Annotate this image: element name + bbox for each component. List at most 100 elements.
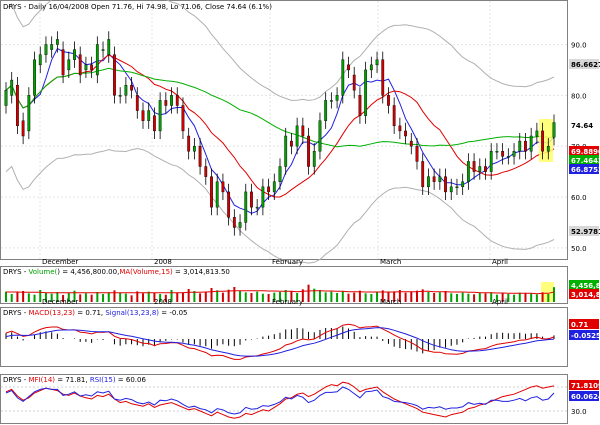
last-volume-highlight xyxy=(541,282,554,302)
candle-body xyxy=(55,39,59,45)
candle-body xyxy=(73,49,76,60)
volume-x-label: 2008 xyxy=(154,298,172,306)
candle-body xyxy=(341,59,345,96)
candle-body xyxy=(387,95,390,106)
volume-panel-title: DRYS - Volume() = 4,456,800.00,MA(Volume… xyxy=(3,268,230,276)
mfi-rsi-panel-title: DRYS - MFI(14) = 71.81, RSI(15) = 60.06 xyxy=(3,376,146,384)
candle-body xyxy=(210,176,213,208)
candle-body xyxy=(438,176,442,182)
candle-body xyxy=(432,176,436,182)
candle-body xyxy=(232,217,236,228)
candle-body xyxy=(118,95,122,97)
volume-bar xyxy=(427,292,430,302)
volume-bar xyxy=(164,294,167,302)
candle-body xyxy=(495,151,499,153)
volume-bar xyxy=(187,289,190,302)
candle-body xyxy=(192,145,196,152)
price-x-label: December xyxy=(42,258,78,266)
mfi-title-prefix: DRYS - xyxy=(3,376,29,384)
candle-body xyxy=(409,140,413,147)
candle-body xyxy=(130,84,133,91)
price-tag: 86.6627 xyxy=(571,61,600,69)
volume-bar xyxy=(44,292,47,302)
volume-bar xyxy=(324,292,327,302)
candle-body xyxy=(478,166,482,172)
volume-bar xyxy=(387,292,390,302)
volume-bar xyxy=(227,289,230,302)
candle-body xyxy=(250,191,253,208)
volume-bar xyxy=(96,292,99,302)
candle-body xyxy=(101,49,105,51)
macd-title-signal: Signal(13,23,8) xyxy=(105,309,159,317)
candle-body xyxy=(215,181,219,208)
volume-bar xyxy=(376,292,379,302)
mfi-title-rsi-value: = 60.06 xyxy=(116,376,147,384)
volume-bar xyxy=(216,290,219,302)
volume-bar xyxy=(273,292,276,302)
volume-bar xyxy=(301,289,304,302)
candle-body xyxy=(84,64,88,71)
volume-bar xyxy=(461,292,464,302)
macd-plot-frame xyxy=(0,307,568,367)
candle-body xyxy=(444,176,447,193)
candle-body xyxy=(267,186,270,193)
volume-bar xyxy=(119,292,122,302)
candle-body xyxy=(113,54,116,96)
volume-bar xyxy=(33,294,36,302)
macd-tag: -0.05259 xyxy=(571,332,600,340)
price-plot-frame xyxy=(0,0,568,260)
volume-bar xyxy=(261,293,264,302)
price-tag: 69.8890 xyxy=(571,148,600,156)
candle-body xyxy=(221,181,225,193)
candle-body xyxy=(135,95,139,111)
volume-bar xyxy=(239,291,242,302)
candle-body xyxy=(381,59,385,96)
price-tag-bg xyxy=(569,164,599,174)
volume-bar xyxy=(27,293,30,302)
rsi-line xyxy=(5,386,555,415)
volume-bar xyxy=(490,292,493,302)
volume-bar xyxy=(416,290,418,302)
candle-body xyxy=(535,130,539,137)
volume-value-tags: 4,456,803,014,81 xyxy=(569,280,600,299)
volume-tag-bg xyxy=(569,280,599,290)
price-tag-bg xyxy=(569,120,599,130)
candle-body xyxy=(4,90,8,106)
candle-body xyxy=(90,64,94,71)
volume-bar xyxy=(296,293,299,302)
price-y-tick: 80.0 xyxy=(571,92,587,100)
candle-body xyxy=(546,145,550,152)
volume-bar xyxy=(455,294,458,302)
volume-bar xyxy=(404,292,407,302)
volume-bar xyxy=(518,292,521,302)
price-envelope-lines xyxy=(5,0,555,264)
price-x-label: April xyxy=(492,258,508,266)
volume-x-label: December xyxy=(42,298,78,306)
volume-bar xyxy=(16,292,19,302)
candle-body xyxy=(552,122,556,138)
mfi-rsi-tag-bg xyxy=(569,391,599,401)
candle-body xyxy=(518,140,522,152)
volume-title-ma-value: = 3,014,813.50 xyxy=(173,268,230,276)
volume-ma-line xyxy=(6,290,555,295)
volume-title-prefix: DRYS - xyxy=(3,268,29,276)
candle-body xyxy=(295,125,299,147)
volume-bar xyxy=(159,294,162,302)
candle-body xyxy=(398,125,402,132)
candle-body xyxy=(290,140,293,147)
candle-body xyxy=(347,64,350,71)
mfi-rsi-value-tags: 71.8109 60.0624 xyxy=(569,380,600,401)
volume-bar xyxy=(79,294,82,302)
mfi-rsi-y-axis: 30.0 xyxy=(571,408,587,416)
volume-bar xyxy=(233,287,236,302)
volume-bar xyxy=(358,290,361,302)
upper-envelope-line xyxy=(5,0,555,101)
price-candles xyxy=(4,31,556,236)
volume-tag: 3,014,81 xyxy=(571,291,600,299)
candle-body xyxy=(318,120,322,152)
volume-bar xyxy=(307,284,310,302)
volume-bar xyxy=(341,291,344,302)
volume-bar xyxy=(204,292,207,302)
volume-bar xyxy=(364,293,367,302)
candle-body xyxy=(27,95,31,132)
